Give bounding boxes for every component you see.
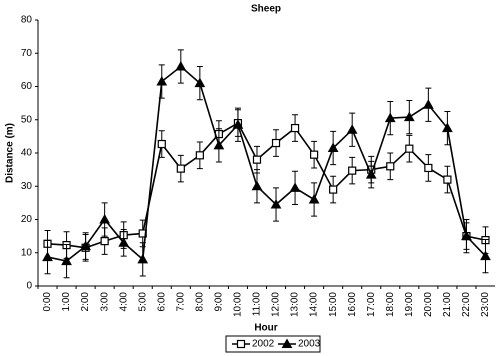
data-point <box>461 230 472 241</box>
x-tick-label: 14:00 <box>309 292 320 317</box>
x-tick-label: 21:00 <box>442 292 453 317</box>
data-point <box>290 123 300 133</box>
data-point <box>61 255 72 266</box>
data-point <box>327 142 339 153</box>
data-point <box>176 164 185 173</box>
data-point <box>157 139 166 149</box>
y-tick-label: 50 <box>21 114 33 125</box>
y-tick-label: 70 <box>21 48 33 59</box>
y-tick-label: 20 <box>21 214 33 225</box>
data-point <box>194 77 206 88</box>
data-point <box>42 251 53 262</box>
data-point <box>365 169 377 179</box>
data-point <box>480 250 491 261</box>
x-tick-label: 0:00 <box>42 292 53 312</box>
data-point <box>232 119 244 129</box>
chart-title: Sheep <box>251 4 281 15</box>
x-tick-label: 10:00 <box>233 292 244 317</box>
y-axis-label: Distance (m) <box>5 123 16 183</box>
data-point <box>403 111 415 122</box>
x-tick-label: 2:00 <box>80 292 91 312</box>
x-tick-label: 5:00 <box>137 292 148 312</box>
x-tick-label: 18:00 <box>385 292 396 317</box>
x-tick-label: 19:00 <box>404 292 415 317</box>
x-tick-label: 6:00 <box>156 292 167 312</box>
data-point <box>442 122 453 133</box>
y-tick-label: 10 <box>21 247 33 258</box>
data-point <box>118 237 130 247</box>
data-point <box>346 124 358 134</box>
x-tick-label: 7:00 <box>175 292 186 312</box>
data-point <box>348 166 357 175</box>
data-point <box>422 99 434 109</box>
data-point <box>310 150 319 159</box>
x-tick-label: 3:00 <box>99 292 110 312</box>
data-point <box>270 199 282 209</box>
legend-label: 2002 <box>252 339 275 350</box>
data-point <box>80 240 91 251</box>
data-point <box>329 185 338 194</box>
x-tick-label: 16:00 <box>347 292 358 317</box>
legend-box <box>225 335 321 353</box>
x-tick-label: 8:00 <box>194 292 205 312</box>
data-point <box>99 213 111 224</box>
data-point <box>289 182 301 192</box>
x-tick-label: 17:00 <box>366 292 377 317</box>
data-point <box>405 144 414 153</box>
legend-marker <box>236 339 246 349</box>
y-tick-label: 30 <box>21 181 33 192</box>
data-point <box>195 151 204 160</box>
x-tick-label: 22:00 <box>461 292 472 317</box>
legend-label: 2003 <box>298 339 321 350</box>
x-tick-label: 11:00 <box>252 292 263 317</box>
x-tick-label: 12:00 <box>271 292 282 317</box>
data-point <box>386 162 395 171</box>
y-tick-label: 0 <box>26 281 32 292</box>
x-tick-label: 4:00 <box>118 292 129 312</box>
data-point <box>156 75 168 86</box>
x-axis-label: Hour <box>254 323 277 334</box>
y-tick-label: 40 <box>21 148 33 159</box>
series-line <box>47 65 487 262</box>
data-point <box>308 194 320 204</box>
x-tick-label: 15:00 <box>328 292 339 317</box>
x-tick-label: 13:00 <box>290 292 301 317</box>
data-point <box>137 253 149 264</box>
data-point <box>100 237 109 246</box>
data-point <box>271 138 281 148</box>
y-tick-label: 80 <box>21 15 33 26</box>
data-point <box>251 180 263 191</box>
data-point <box>175 61 187 71</box>
legend-marker <box>281 338 293 348</box>
x-tick-label: 1:00 <box>61 292 72 312</box>
y-tick-label: 60 <box>21 81 33 92</box>
data-point <box>424 163 433 173</box>
data-point <box>252 155 262 164</box>
x-tick-label: 9:00 <box>214 292 225 312</box>
x-tick-label: 23:00 <box>480 292 491 317</box>
data-point <box>384 112 396 123</box>
x-tick-label: 20:00 <box>423 292 434 317</box>
data-point <box>213 139 225 150</box>
data-point <box>443 175 452 184</box>
